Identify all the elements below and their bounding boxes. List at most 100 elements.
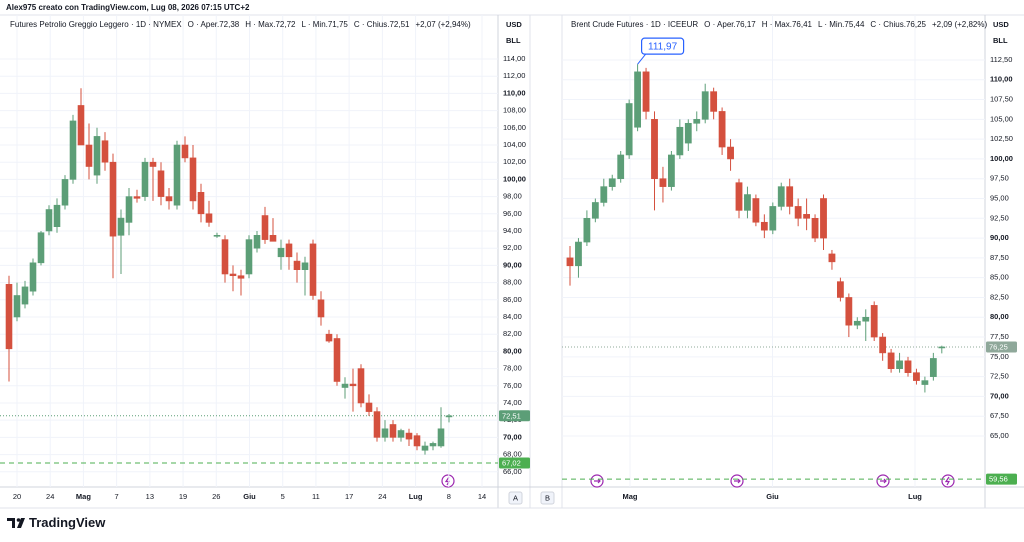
event-icon[interactable] [590, 474, 604, 488]
candle-body [659, 178, 667, 187]
candle-body [429, 443, 437, 447]
candle-body [913, 372, 920, 381]
unit-label: BLL [993, 36, 1008, 45]
y-tick-label: 75,00 [990, 352, 1009, 361]
currency-label: USD [993, 20, 1009, 29]
legend: Futures Petrolio Greggio Leggero · 1D · … [10, 20, 471, 29]
y-tick-label: 67,50 [990, 411, 1009, 420]
footer-brand: TradingView [29, 515, 106, 530]
candle-body [752, 198, 760, 223]
candle-body [213, 235, 221, 237]
candle-body [583, 217, 591, 243]
candle-body [277, 247, 285, 258]
annotation-label: 111,97 [648, 41, 678, 52]
candle-body [769, 206, 777, 231]
candle-body [301, 262, 309, 270]
y-tick-label: 80,00 [990, 312, 1009, 321]
pane-badge[interactable] [540, 491, 555, 505]
annotation-box [640, 37, 685, 55]
pane-badge-label: A [513, 493, 518, 502]
price-line-tag-label: 67,02 [502, 458, 521, 467]
y-tick-label: 84,00 [503, 312, 522, 321]
annotation-pointer [637, 53, 646, 65]
candle-body [634, 71, 641, 128]
unit-label: BLL [506, 36, 521, 45]
candle-body [591, 202, 599, 219]
x-tick-label: 24 [378, 492, 386, 501]
candle-body [181, 144, 189, 159]
legend-item: C · Chius.76,25 [870, 20, 926, 29]
candle-body [149, 161, 157, 167]
legend-item: H · Max.76,41 [762, 20, 813, 29]
candle-body [189, 157, 197, 202]
candle-body [718, 111, 726, 148]
x-tick-label: 20 [13, 492, 21, 501]
candle-body [173, 144, 181, 206]
y-tick-label: 92,50 [990, 213, 1009, 222]
y-tick-label: 104,00 [503, 140, 526, 149]
candle-body [309, 243, 317, 296]
y-tick-label: 110,00 [503, 88, 526, 97]
candle-body [141, 161, 149, 197]
candle-body [405, 432, 413, 440]
candle-body [261, 215, 269, 240]
candle-body [811, 217, 819, 239]
y-tick-label: 70,00 [990, 391, 1009, 400]
candle-body [617, 154, 625, 180]
event-icon[interactable] [941, 474, 955, 488]
candle-body [357, 368, 365, 404]
candle-body [853, 320, 861, 326]
last-price-tag-label: 76,25 [989, 342, 1008, 351]
candle-body [221, 239, 229, 275]
candle-body [165, 196, 173, 202]
candle-body [836, 281, 844, 298]
y-tick-label: 80,00 [503, 346, 522, 355]
y-tick-label: 100,00 [503, 174, 526, 183]
logo-mark [7, 518, 15, 528]
x-tick-label: Mag [623, 492, 638, 501]
candle-body [437, 428, 445, 447]
candle-body [13, 295, 21, 318]
y-tick-label: 76,00 [503, 381, 522, 390]
event-icon[interactable] [730, 474, 744, 488]
last-price-tag [986, 341, 1017, 353]
event-icon[interactable] [441, 474, 455, 488]
legend-item: Futures Petrolio Greggio Leggero · 1D · … [10, 20, 182, 29]
y-tick-label: 108,00 [503, 106, 526, 115]
candle-body [109, 161, 117, 237]
candle-body [245, 239, 253, 275]
x-tick-label: 19 [179, 492, 187, 501]
candle-body [93, 136, 101, 176]
pane-badge[interactable] [508, 491, 523, 505]
candle-body [575, 241, 582, 267]
candle-body [667, 154, 675, 187]
event-icon[interactable] [876, 474, 890, 488]
legend-item: H · Max.72,72 [245, 20, 296, 29]
y-tick-label: 70,00 [503, 432, 522, 441]
candle-body [828, 253, 836, 263]
candle-body [325, 333, 333, 342]
candle-body [600, 186, 608, 203]
candle-body [205, 213, 213, 223]
x-tick-label: 11 [312, 492, 320, 501]
legend-item: Brent Crude Futures · 1D · ICEEUR [571, 20, 698, 29]
price-line-tag [986, 473, 1017, 485]
header: Alex975 creato con TradingView.com, Lug … [6, 3, 250, 12]
candle-body [285, 243, 293, 258]
x-tick-label: 5 [281, 492, 285, 501]
candle-body [727, 146, 734, 160]
y-tick-label: 85,00 [990, 273, 1009, 282]
candle-body [651, 119, 658, 180]
candle-body [389, 424, 397, 438]
candle-body [133, 196, 141, 199]
candle-body [61, 179, 69, 206]
candle-body [693, 119, 701, 124]
candle-body [101, 140, 109, 163]
price-line-tag [499, 457, 530, 469]
candle-body [896, 360, 903, 370]
last-price-tag [499, 410, 530, 422]
candle-body [820, 198, 827, 239]
legend-item: L · Min.75,44 [818, 20, 865, 29]
candle-body [237, 275, 245, 279]
